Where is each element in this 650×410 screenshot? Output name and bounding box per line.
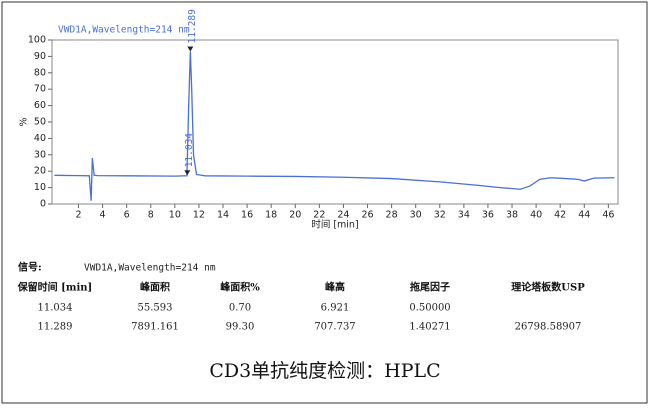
peak-label: 11.289 — [187, 9, 198, 44]
y-tick-label: 50 — [34, 117, 46, 128]
x-tick-label: 38 — [506, 210, 518, 221]
x-tick-label: 28 — [386, 210, 398, 221]
x-tick-label: 22 — [313, 210, 325, 221]
table-cell: 26798.58907 — [515, 322, 582, 333]
x-tick-label: 20 — [289, 210, 301, 221]
x-tick-label: 40 — [530, 210, 542, 221]
y-tick-label: 60 — [34, 100, 46, 111]
x-tick-label: 44 — [578, 210, 590, 221]
table-cell: 55.593 — [138, 303, 173, 314]
x-tick-label: 16 — [241, 210, 253, 221]
x-tick-label: 2 — [75, 210, 81, 221]
x-tick-label: 24 — [337, 210, 349, 221]
x-tick-label: 8 — [148, 210, 154, 221]
table-cell: 0.70 — [229, 303, 251, 314]
table-cell: 1.40271 — [409, 322, 450, 333]
y-tick-label: 10 — [34, 182, 46, 193]
x-tick-label: 6 — [124, 210, 130, 221]
table-cell: 6.921 — [321, 303, 350, 314]
y-axis-label: % — [19, 117, 30, 126]
x-tick-label: 10 — [169, 210, 181, 221]
caption: CD3单抗纯度检测：HPLC — [209, 360, 440, 382]
y-tick-label: 70 — [34, 84, 46, 95]
table-cell: 707.737 — [314, 322, 355, 333]
table-cell: 99.30 — [226, 322, 255, 333]
x-tick-label: 26 — [361, 210, 373, 221]
y-tick-label: 0 — [40, 199, 46, 210]
x-tick-label: 4 — [100, 210, 106, 221]
x-tick-label: 36 — [482, 210, 494, 221]
table-cell: 11.289 — [38, 322, 73, 333]
table-header: 峰面积% — [220, 281, 260, 294]
table-cell: 7891.161 — [131, 322, 179, 333]
signal-value: VWD1A,Wavelength=214 nm — [84, 263, 216, 274]
y-tick-label: 90 — [34, 51, 46, 62]
signal-line — [54, 51, 615, 201]
y-tick-label: 80 — [34, 67, 46, 78]
signal-label: 信号: — [18, 261, 42, 274]
table-header: 拖尾因子 — [410, 281, 450, 294]
x-tick-label: 14 — [217, 210, 229, 221]
x-tick-label: 34 — [458, 210, 470, 221]
table-cell: 0.50000 — [409, 303, 450, 314]
frame — [1, 1, 648, 404]
x-tick-label: 18 — [265, 210, 277, 221]
table-header: 峰面积 — [140, 281, 170, 294]
x-tick-label: 42 — [554, 210, 566, 221]
peak-label: 11.034 — [184, 133, 195, 168]
y-tick-label: 20 — [34, 166, 46, 177]
x-tick-label: 32 — [434, 210, 446, 221]
x-tick-label: 30 — [410, 210, 422, 221]
x-tick-label: 12 — [193, 210, 205, 221]
table-header: 峰高 — [325, 281, 345, 294]
table-header: 保留时间 [min] — [17, 281, 93, 294]
y-tick-label: 30 — [34, 149, 46, 160]
peak-marker — [184, 170, 191, 176]
y-tick-label: 100 — [28, 35, 46, 46]
plot-area — [51, 39, 619, 205]
x-tick-label: 46 — [602, 210, 614, 221]
y-tick-label: 40 — [34, 133, 46, 144]
peak-marker — [187, 46, 194, 52]
table-cell: 11.034 — [38, 303, 73, 314]
chart-title: VWD1A,Wavelength=214 nm — [58, 25, 190, 36]
x-axis-label: 时间 [min] — [311, 219, 358, 231]
table-header: 理论塔板数USP — [511, 281, 585, 294]
